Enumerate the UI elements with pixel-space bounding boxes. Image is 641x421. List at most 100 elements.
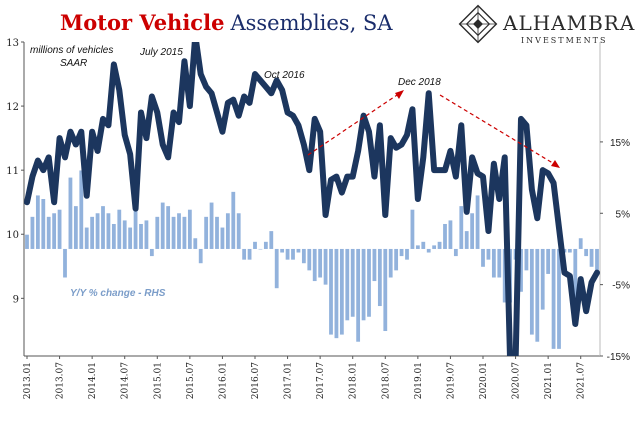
yoy-bar <box>399 248 404 257</box>
yoy-bar <box>426 248 431 253</box>
yoy-bar <box>318 248 323 278</box>
assemblies-point <box>449 150 452 152</box>
yoy-bar <box>106 213 111 249</box>
yoy-bar <box>280 248 285 253</box>
yoy-bar <box>361 248 366 321</box>
assemblies-point <box>438 169 441 171</box>
yoy-bar <box>35 195 40 249</box>
yoy-bar <box>209 202 214 249</box>
x-tick-label: 2018.07 <box>381 362 391 399</box>
left-tick-label: 11 <box>6 166 19 177</box>
yoy-bar <box>117 209 122 249</box>
assemblies-point <box>107 124 110 127</box>
yoy-bar <box>497 248 502 278</box>
yoy-bar <box>578 238 583 249</box>
yoy-bar <box>215 216 219 249</box>
yoy-bar <box>524 248 529 271</box>
yoy-bar <box>595 248 599 274</box>
annotation-oct-2016: Oct 2016 <box>264 70 305 81</box>
yoy-bar <box>589 248 594 267</box>
assemblies-point <box>91 130 93 133</box>
logo-subtitle: INVESTMENTS <box>521 36 607 45</box>
assemblies-point <box>151 95 153 98</box>
yoy-bar <box>606 249 610 392</box>
right-tick-label: 5% <box>616 209 631 220</box>
x-tick-label: 2018.01 <box>349 362 359 399</box>
yoy-bar <box>52 213 57 249</box>
yoy-bar <box>63 248 67 278</box>
assemblies-point <box>487 230 490 232</box>
yoy-bar <box>133 206 138 249</box>
plot-frame <box>23 42 601 357</box>
annotation-july-2015: July 2015 <box>139 47 183 58</box>
yoy-bar <box>90 216 95 249</box>
yoy-bar <box>481 248 485 267</box>
assemblies-point <box>422 156 425 159</box>
yoy-bar <box>41 199 46 249</box>
assemblies-point <box>161 143 164 146</box>
assemblies-point <box>324 214 327 216</box>
assemblies-point <box>243 95 245 98</box>
assemblies-point <box>319 130 321 133</box>
assemblies-point <box>417 198 419 200</box>
assemblies-point <box>221 130 224 133</box>
yoy-bar <box>567 248 572 253</box>
assemblies-point <box>259 79 262 82</box>
assemblies-point <box>313 118 316 120</box>
yoy-bar <box>519 248 523 292</box>
assemblies-point <box>58 137 61 139</box>
assemblies-point <box>85 195 88 197</box>
yoy-bar <box>95 213 100 249</box>
x-tick-label: 2015.01 <box>153 362 163 399</box>
assemblies-point <box>406 134 408 136</box>
yoy-bar <box>329 248 333 335</box>
assemblies-point <box>80 130 83 133</box>
yoy-bar <box>128 227 133 249</box>
yoy-bar <box>155 216 160 249</box>
assemblies-point <box>308 169 311 171</box>
yoy-bar <box>291 248 295 260</box>
x-tick-label: 2013.01 <box>23 362 33 399</box>
assemblies-point <box>444 169 446 171</box>
yoy-bar <box>437 241 442 249</box>
yoy-bar <box>633 249 637 267</box>
yoy-bar <box>546 248 551 274</box>
left-tick-label: 9 <box>13 294 19 305</box>
assemblies-point <box>42 169 45 171</box>
yoy-bar <box>307 248 312 271</box>
right-axis: 15% 5% -5% -15% <box>600 138 630 363</box>
assemblies-point <box>558 227 560 229</box>
assemblies-point <box>292 114 294 117</box>
assemblies-point <box>210 92 213 95</box>
assemblies-point <box>205 86 207 88</box>
x-axis: 2013.01 2013.07 2014.01 2014.07 2015.01 2015.… <box>23 356 587 399</box>
assemblies-point <box>194 35 196 37</box>
yoy-bar <box>73 206 78 249</box>
assemblies-point <box>26 201 28 203</box>
assemblies-point <box>145 137 148 139</box>
yoy-bar <box>383 248 388 332</box>
yoy-bar <box>415 245 420 249</box>
yoy-bar <box>611 249 615 335</box>
x-tick-label: 2016.07 <box>251 362 261 399</box>
x-tick-label: 2019.07 <box>446 362 456 399</box>
assemblies-point <box>199 73 202 75</box>
assemblies-point <box>172 111 175 114</box>
yoy-series-label: Y/Y % change - RHS <box>70 288 166 299</box>
assemblies-point <box>118 89 121 91</box>
yoy-bar <box>617 249 621 267</box>
assemblies-point <box>330 178 332 181</box>
assemblies-point <box>476 172 479 175</box>
yoy-bar <box>285 248 290 260</box>
left-axis: 9 10 11 12 13 <box>6 38 24 305</box>
units-note-line1: millions of vehicles <box>30 45 113 56</box>
yoy-bar <box>486 248 491 260</box>
yoy-bar <box>79 170 84 249</box>
x-tick-label: 2017.07 <box>316 362 326 399</box>
yoy-bar <box>220 227 225 249</box>
x-tick-label: 2014.01 <box>88 362 98 399</box>
left-tick-label: 12 <box>6 102 19 113</box>
assemblies-point <box>460 124 463 127</box>
yoy-bar <box>171 216 176 249</box>
